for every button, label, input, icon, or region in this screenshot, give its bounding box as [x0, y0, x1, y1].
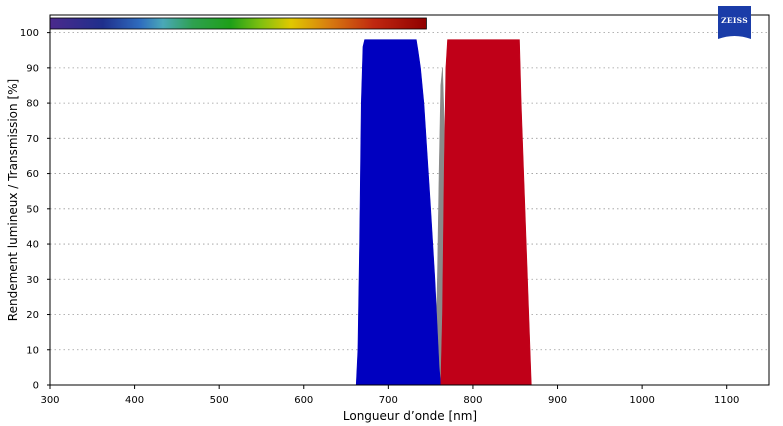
x-axis-label: Longueur d’onde [nm]: [343, 409, 477, 423]
series-area-2: [440, 39, 532, 386]
x-tick-label: 1000: [629, 395, 654, 406]
y-tick-label: 60: [26, 169, 39, 180]
y-tick-label: 0: [33, 381, 39, 392]
x-tick-label: 700: [379, 395, 398, 406]
y-tick-label: 70: [26, 134, 39, 145]
y-tick-label: 90: [26, 63, 39, 74]
series-area-1: [355, 39, 442, 386]
series-layer: [355, 39, 532, 386]
y-tick-label: 20: [26, 310, 39, 321]
y-tick-label: 30: [26, 275, 39, 286]
plot-frame: [49, 14, 770, 386]
zeiss-logo: ZEISS: [718, 6, 751, 39]
x-tick-label: 900: [548, 395, 567, 406]
spectrum-bar: [49, 17, 427, 30]
y-tick-label: 100: [20, 28, 39, 39]
x-tick-label: 600: [294, 395, 313, 406]
x-tick-label: 800: [463, 395, 482, 406]
y-tick-label: 80: [26, 99, 39, 110]
y-tick-label: 40: [26, 240, 39, 251]
logo-text: ZEISS: [721, 16, 748, 25]
gridlines: [50, 32, 769, 351]
y-tick-label: 10: [26, 345, 39, 356]
axis-ticks: 0 10 20 30 40 50 60 70 80 90 100 300 400 500 600 700 800…: [20, 28, 740, 406]
x-tick-label: 1100: [714, 395, 739, 406]
y-tick-label: 50: [26, 204, 39, 215]
logo-shield: [718, 6, 751, 39]
x-tick-label: 500: [210, 395, 229, 406]
y-axis-label: Rendement lumineux / Transmission [%]: [6, 79, 20, 321]
x-tick-label: 400: [125, 395, 144, 406]
x-tick-label: 300: [40, 395, 59, 406]
